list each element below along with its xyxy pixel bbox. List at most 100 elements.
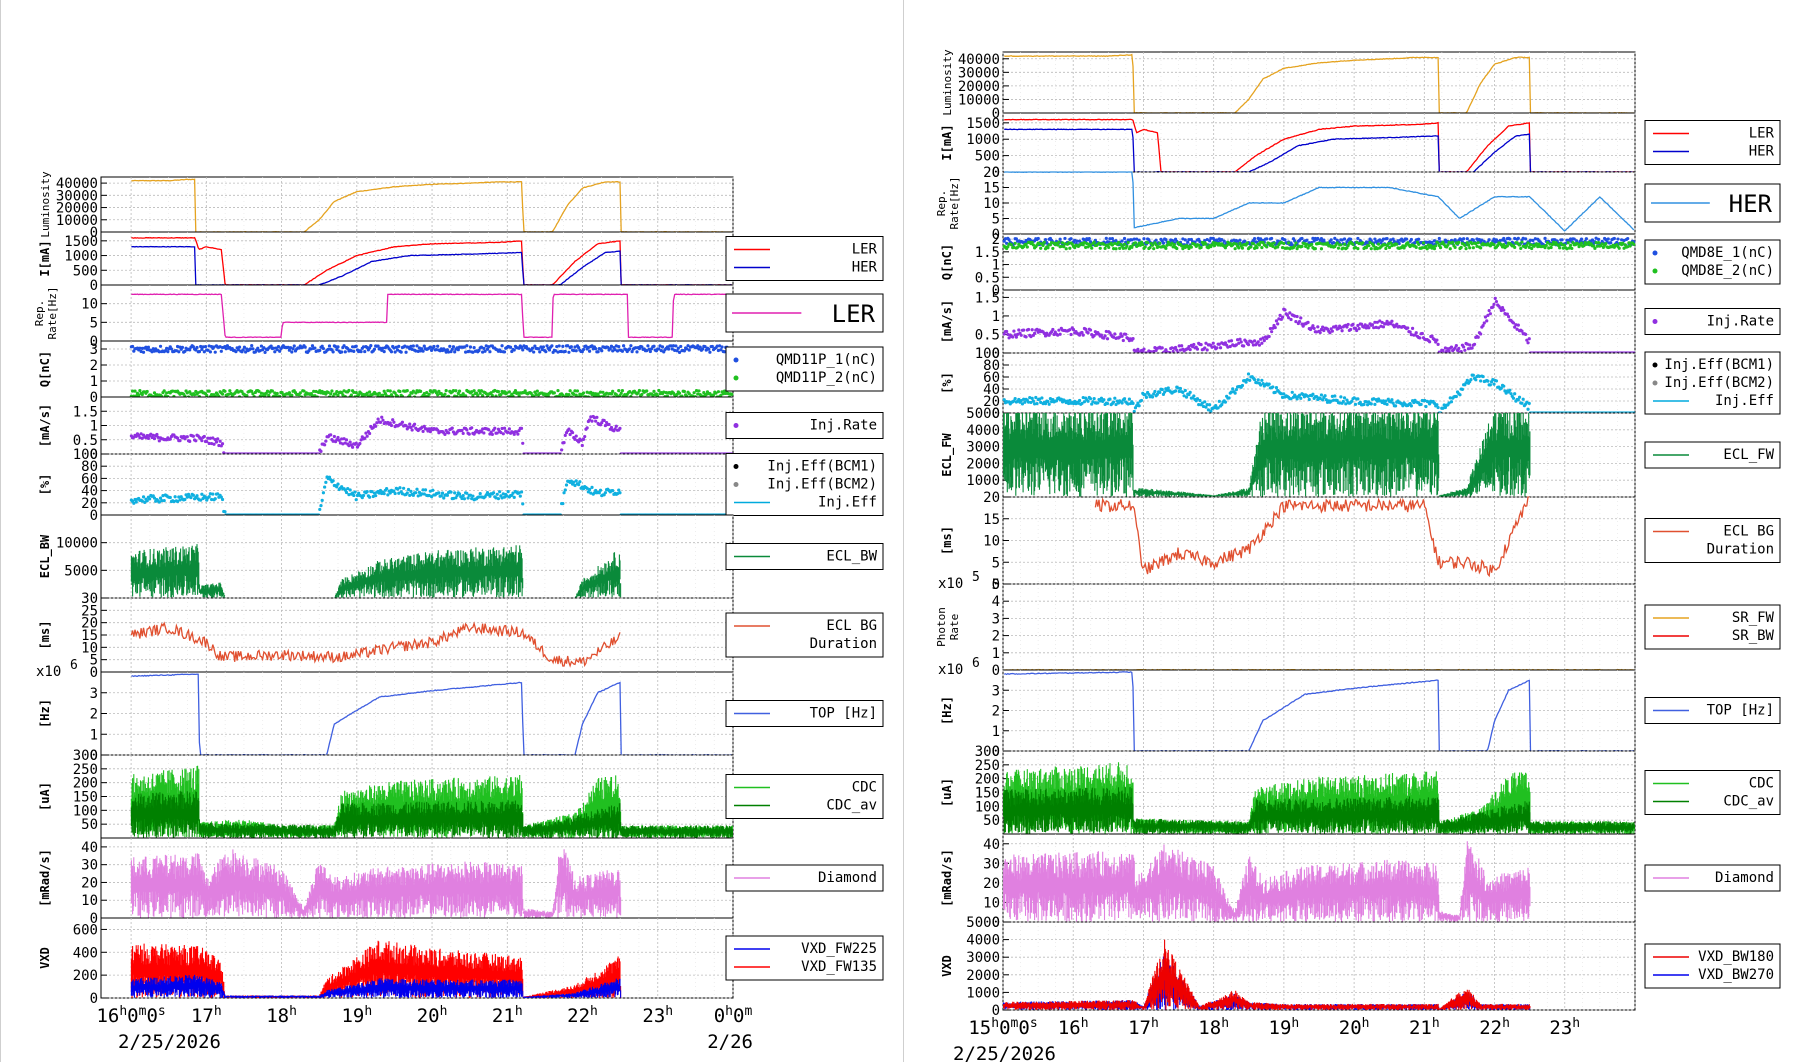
data-point	[1239, 340, 1243, 344]
data-point	[381, 418, 385, 422]
data-point	[1616, 237, 1620, 241]
data-point	[454, 389, 458, 393]
data-point	[1188, 348, 1192, 352]
data-point	[500, 426, 504, 431]
data-point	[1447, 349, 1451, 353]
data-point	[1195, 347, 1200, 351]
data-point	[371, 426, 375, 430]
data-point	[1349, 327, 1353, 332]
data-point	[242, 345, 247, 349]
data-point	[1102, 398, 1106, 402]
data-point	[583, 434, 587, 439]
data-point	[1077, 398, 1082, 403]
legend-label: Inj.Eff	[818, 494, 877, 510]
data-point	[1068, 398, 1072, 403]
data-point	[1476, 335, 1480, 339]
data-point	[467, 432, 471, 436]
data-point	[1487, 238, 1491, 242]
page-edge	[0, 0, 1, 1062]
data-point	[453, 491, 457, 495]
data-point	[1005, 329, 1009, 334]
data-point	[131, 389, 135, 393]
data-point	[1175, 246, 1179, 251]
data-point	[1036, 236, 1040, 241]
data-point	[603, 491, 607, 495]
data-point	[364, 431, 368, 435]
data-point	[696, 344, 700, 348]
data-point	[267, 393, 271, 398]
data-point	[622, 344, 626, 348]
data-point	[183, 497, 187, 502]
data-point	[574, 479, 578, 483]
data-point	[175, 344, 180, 349]
y-axis-label: [mA/s]	[940, 300, 954, 343]
y-tick-label: 0	[90, 508, 98, 524]
data-point	[290, 350, 294, 354]
data-point	[218, 345, 222, 349]
data-point	[1604, 241, 1608, 246]
data-point	[194, 348, 198, 352]
data-point	[431, 488, 435, 492]
data-point	[568, 389, 572, 393]
data-point	[617, 389, 621, 393]
data-point	[1108, 397, 1112, 401]
data-point	[443, 432, 447, 436]
data-point	[573, 345, 577, 349]
data-point	[1421, 241, 1426, 245]
data-point	[1150, 243, 1155, 247]
data-point	[1086, 399, 1090, 403]
data-point	[1342, 242, 1347, 246]
data-point	[620, 349, 625, 353]
data-point	[1517, 395, 1522, 399]
data-point	[417, 346, 422, 350]
data-point	[676, 346, 680, 350]
data-point	[666, 347, 671, 351]
data-point	[259, 344, 264, 348]
y-tick-label: 0	[90, 447, 98, 463]
screen-divider	[903, 0, 904, 1062]
y-tick-label: 5000	[64, 563, 98, 579]
data-point	[139, 432, 143, 436]
data-point	[207, 495, 211, 499]
data-point	[484, 392, 488, 396]
data-point	[194, 439, 198, 443]
data-point	[428, 345, 432, 349]
data-point	[506, 490, 510, 494]
data-point	[1046, 399, 1050, 404]
data-point	[645, 389, 649, 393]
data-point	[1414, 331, 1418, 335]
data-point	[1113, 396, 1117, 400]
data-point	[202, 350, 206, 354]
chart-panel: 100806040200[%]Inj.Eff(BCM1)Inj.Eff(BCM2…	[38, 447, 884, 524]
data-point	[540, 347, 544, 352]
data-point	[1227, 396, 1231, 400]
data-point	[1183, 388, 1187, 393]
data-point	[664, 390, 668, 395]
data-point	[389, 350, 394, 354]
data-point	[635, 350, 639, 354]
data-point	[507, 390, 511, 394]
data-point	[132, 349, 136, 353]
data-point	[561, 344, 565, 348]
data-point	[398, 389, 402, 394]
data-point	[1451, 240, 1455, 244]
data-point	[421, 429, 425, 433]
legend-label: HER	[852, 259, 878, 275]
data-point	[1009, 243, 1014, 247]
data-point	[365, 345, 369, 350]
data-point	[146, 345, 150, 349]
data-point	[223, 389, 227, 393]
data-point	[292, 344, 296, 348]
legend-label: ECL_BW	[826, 548, 877, 564]
data-point	[563, 488, 567, 492]
data-point	[629, 344, 633, 348]
data-point	[513, 389, 518, 393]
data-point	[472, 346, 476, 350]
data-point	[354, 498, 358, 502]
data-point	[532, 350, 536, 354]
data-point	[1133, 241, 1138, 245]
data-point	[148, 497, 152, 501]
data-point	[464, 350, 468, 354]
data-point	[368, 431, 372, 436]
